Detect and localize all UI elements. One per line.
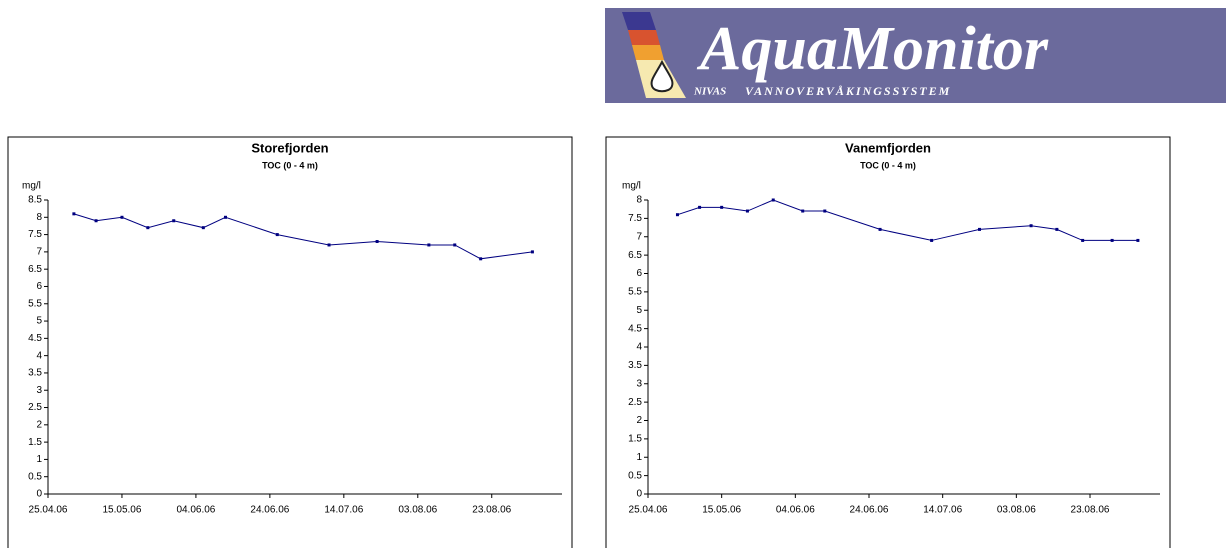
data-point — [1081, 238, 1085, 242]
data-point — [453, 243, 457, 247]
data-point — [823, 209, 827, 213]
data-point — [146, 226, 150, 230]
y-tick-label: 4.5 — [28, 333, 42, 344]
logo-drop — [650, 59, 674, 93]
x-tick-label: 15.05.06 — [102, 505, 141, 516]
data-point — [801, 209, 805, 213]
data-point — [94, 219, 98, 223]
data-point — [1029, 224, 1033, 228]
data-point — [771, 198, 775, 202]
panel-border — [605, 136, 1171, 548]
data-point — [120, 215, 124, 219]
data-point — [479, 257, 483, 261]
y-tick-label: 7 — [36, 247, 42, 258]
y-tick-label: 8.5 — [28, 195, 42, 206]
x-tick-label: 04.06.06 — [776, 505, 815, 516]
y-tick-label: 8 — [636, 195, 642, 206]
y-tick-label: 2 — [636, 415, 642, 426]
y-tick-label: 1 — [636, 452, 642, 463]
y-tick-label: 7 — [636, 231, 642, 242]
logo-title: AquaMonitor — [696, 15, 1049, 83]
y-tick-label: 5.5 — [28, 298, 42, 309]
x-tick-label: 14.07.06 — [923, 505, 962, 516]
y-tick-label: 6.5 — [28, 264, 42, 275]
y-axis-label: mg/l — [622, 181, 641, 192]
logo: AquaMonitor NIVAS VANNOVERVÅKINGSSYSTEM — [605, 8, 1226, 103]
chart-title: Vanemfjorden — [845, 140, 931, 155]
chart-subtitle: TOC (0 - 4 m) — [262, 160, 318, 170]
data-point — [72, 212, 76, 216]
y-tick-label: 0 — [36, 489, 42, 500]
data-point — [223, 215, 227, 219]
x-tick-label: 15.05.06 — [702, 505, 741, 516]
y-tick-label: 4 — [636, 342, 642, 353]
y-tick-label: 7.5 — [28, 229, 42, 240]
data-point — [530, 250, 534, 254]
y-axis-label: mg/l — [22, 181, 41, 192]
data-point — [745, 209, 749, 213]
data-line — [677, 199, 1138, 241]
y-tick-label: 1.5 — [628, 434, 642, 445]
y-tick-label: 0 — [636, 489, 642, 500]
data-point — [1136, 238, 1140, 242]
y-tick-label: 3.5 — [28, 368, 42, 379]
data-point — [427, 243, 431, 247]
x-tick-label: 03.08.06 — [398, 505, 437, 516]
y-tick-label: 6 — [36, 281, 42, 292]
y-tick-label: 3 — [636, 378, 642, 389]
y-tick-label: 6.5 — [628, 250, 642, 261]
logo-stripe — [632, 45, 664, 60]
x-tick-label: 25.04.06 — [29, 505, 68, 516]
data-point — [1055, 227, 1059, 231]
data-point — [930, 238, 934, 242]
x-tick-label: 23.08.06 — [1071, 505, 1110, 516]
data-point — [878, 227, 882, 231]
data-point — [375, 240, 379, 244]
x-tick-label: 03.08.06 — [997, 505, 1036, 516]
x-tick-label: 04.06.06 — [176, 505, 215, 516]
panel-border — [7, 136, 573, 548]
data-point — [327, 243, 331, 247]
y-tick-label: 1 — [36, 454, 42, 465]
logo-stripe — [628, 30, 660, 45]
y-tick-label: 0.5 — [28, 471, 42, 482]
y-tick-label: 5.5 — [628, 287, 642, 298]
y-tick-label: 3 — [36, 385, 42, 396]
logo-left: NIVAS — [693, 86, 726, 98]
y-tick-label: 6 — [636, 268, 642, 279]
x-tick-label: 25.04.06 — [629, 505, 668, 516]
data-point — [720, 205, 724, 209]
x-tick-label: 24.06.06 — [250, 505, 289, 516]
data-point — [201, 226, 205, 230]
logo-right: VANNOVERVÅKINGSSYSTEM — [745, 84, 951, 98]
y-tick-label: 2.5 — [628, 397, 642, 408]
chart-title: Storefjorden — [251, 140, 328, 155]
y-tick-label: 5 — [36, 316, 42, 327]
y-tick-label: 4 — [36, 350, 42, 361]
data-line — [73, 213, 533, 260]
y-tick-label: 4.5 — [628, 323, 642, 334]
y-tick-label: 3.5 — [628, 360, 642, 371]
logo-background — [605, 8, 1226, 103]
data-point — [1110, 238, 1114, 242]
y-tick-label: 0.5 — [628, 470, 642, 481]
data-point — [698, 205, 702, 209]
data-point — [978, 227, 982, 231]
data-point — [675, 213, 679, 217]
y-tick-label: 1.5 — [28, 437, 42, 448]
y-tick-label: 7.5 — [628, 213, 642, 224]
y-tick-label: 2.5 — [28, 402, 42, 413]
data-point — [172, 219, 176, 223]
y-tick-label: 8 — [36, 212, 42, 223]
data-point — [275, 233, 279, 237]
logo-stripe — [622, 12, 656, 30]
y-tick-label: 2 — [36, 419, 42, 430]
chart-subtitle: TOC (0 - 4 m) — [860, 160, 916, 170]
x-tick-label: 14.07.06 — [324, 505, 363, 516]
x-tick-label: 24.06.06 — [850, 505, 889, 516]
y-tick-label: 5 — [636, 305, 642, 316]
x-tick-label: 23.08.06 — [472, 505, 511, 516]
